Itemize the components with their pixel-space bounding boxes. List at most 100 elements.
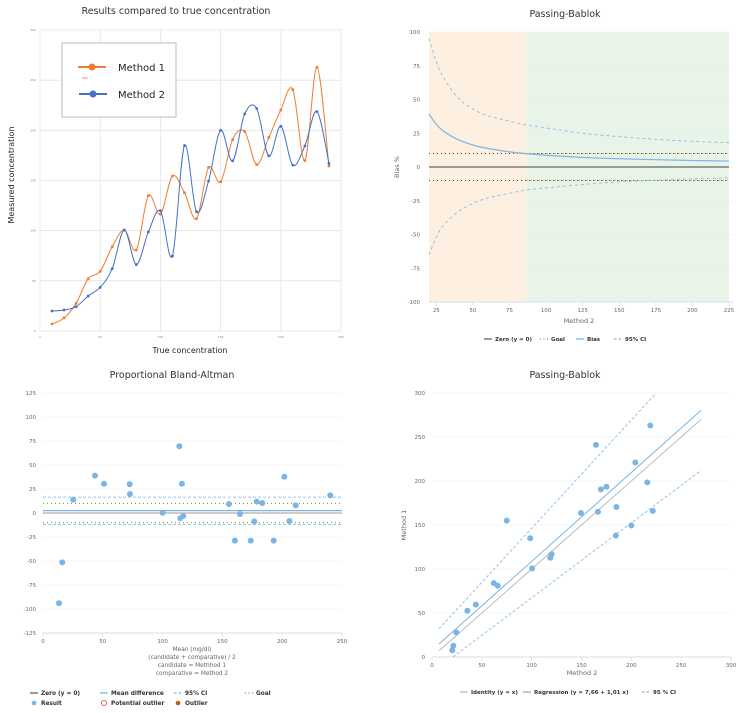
data-point	[603, 483, 610, 490]
result-point	[126, 490, 133, 497]
legend-method2-label: Method 2	[118, 90, 165, 101]
legend-method1-marker	[88, 63, 96, 71]
result-point	[178, 480, 185, 487]
data-point-method2	[327, 162, 331, 165]
bland-altman-title: Proportional Bland-Altman	[110, 370, 235, 381]
data-point-method1	[195, 217, 198, 221]
legend-label: 95% CI	[625, 337, 646, 343]
y-tick-label: 50	[413, 98, 420, 104]
results-chart: Results compared to true concentration 0…	[7, 6, 344, 355]
y-tick-label: 0	[34, 329, 36, 333]
result-point	[292, 502, 299, 509]
y-tick-label: 50	[418, 611, 425, 617]
data-point-method1	[291, 88, 295, 91]
x-tick-label: 250	[676, 663, 687, 669]
x-tick-label: 50	[98, 335, 102, 339]
x-tick-label: 100	[157, 639, 168, 645]
x-axis-label-line: comparative = Method 2	[156, 671, 229, 677]
legend-method2-marker	[89, 90, 97, 98]
x-tick-label: 225	[724, 308, 735, 314]
results-ylabel: Measured concentration	[7, 126, 16, 223]
data-point-method2	[146, 230, 150, 234]
result-point	[270, 537, 277, 544]
results-grid: 0 50 100 150 200 250 0 50 100 150 200 250 300	[30, 28, 344, 339]
legend-label: Identity (y = x)	[471, 690, 518, 696]
y-tick-label: -25	[411, 199, 420, 205]
data-point-method2	[86, 294, 90, 298]
y-tick-label: 150	[415, 523, 426, 529]
result-point	[159, 509, 166, 516]
y-tick-label: -125	[24, 631, 37, 637]
data-point-method1	[62, 316, 66, 320]
data-point-method1	[315, 65, 319, 69]
x-tick-label: 200	[626, 663, 637, 669]
bias-line	[428, 113, 730, 162]
results-xlabel: True concentration	[152, 346, 228, 355]
data-point	[612, 532, 619, 539]
data-point	[494, 582, 501, 589]
data-point-method2	[159, 209, 162, 213]
data-point	[628, 522, 635, 529]
result-point	[259, 500, 266, 507]
y-tick-label: 50	[32, 279, 36, 283]
legend-label: Bias	[587, 337, 601, 343]
bias-plot: -100 -75 -50 -25 0 25 50 75 100 25 50 75 100 125 150 17…	[408, 30, 735, 314]
data-point-method1	[110, 245, 114, 249]
data-point-method1	[134, 248, 138, 252]
data-point-method2	[50, 309, 54, 313]
data-point-method1	[98, 269, 102, 273]
legend-label: Zero (y = 0)	[495, 337, 532, 343]
data-point	[472, 601, 479, 608]
legend-label: Goal	[256, 691, 271, 697]
result-point	[92, 472, 99, 479]
y-tick-label: 0	[422, 655, 426, 661]
y-tick-label: 150	[30, 179, 36, 183]
y-tick-label: 100	[415, 567, 426, 573]
result-point	[236, 510, 243, 517]
x-tick-label: 200	[277, 639, 288, 645]
ci-upper-line	[438, 392, 657, 630]
legend-symbol	[101, 700, 108, 707]
x-tick-label: 125	[577, 308, 588, 314]
y-tick-label: 50	[29, 463, 36, 469]
result-point	[231, 537, 238, 544]
data-point-method1	[255, 163, 259, 167]
x-tick-label: 100	[526, 663, 537, 669]
regression-plot: 0 50 100 150 200 250 300 0 50 100 150 200 250 300	[415, 391, 737, 669]
results-series	[50, 65, 331, 326]
x-tick-label: 150	[576, 663, 587, 669]
data-point-method1	[267, 136, 271, 139]
data-point-method1	[183, 191, 186, 195]
data-point-method2	[134, 263, 138, 266]
y-tick-label: 300	[415, 391, 426, 397]
result-point	[180, 512, 187, 519]
result-point	[247, 537, 254, 544]
data-point	[527, 535, 534, 542]
y-tick-label: 100	[30, 229, 36, 233]
data-point-method2	[207, 179, 210, 183]
bias-title: Passing-Bablok	[529, 9, 601, 20]
data-point-method2	[183, 144, 186, 147]
x-axis-label-line: (candidate + comparative) / 2	[148, 655, 236, 661]
x-tick-label: 50	[478, 663, 485, 669]
data-point	[548, 551, 555, 558]
data-point-method2	[195, 210, 198, 214]
bias-legend: Zero (y = 0) Goal Bias 95% CI	[484, 337, 646, 343]
x-tick-label: 50	[469, 308, 476, 314]
x-axis-label-line: candidate = Methhod 1	[158, 663, 227, 669]
data-point	[632, 459, 639, 466]
legend-label: Zero (y = 0)	[41, 691, 80, 697]
regression-line	[438, 409, 702, 645]
data-point-method2	[231, 159, 235, 163]
ci-lower-line	[452, 470, 702, 658]
data-point	[503, 517, 510, 524]
y-tick-label: -100	[24, 607, 37, 613]
identity-line	[438, 419, 702, 652]
data-point	[613, 503, 620, 510]
data-point-method2	[62, 308, 66, 312]
legend-label: 95% CI	[185, 691, 207, 697]
y-tick-label: 250	[415, 435, 426, 441]
x-tick-label: 100	[158, 335, 164, 339]
data-point	[597, 486, 604, 493]
data-point	[453, 629, 460, 636]
